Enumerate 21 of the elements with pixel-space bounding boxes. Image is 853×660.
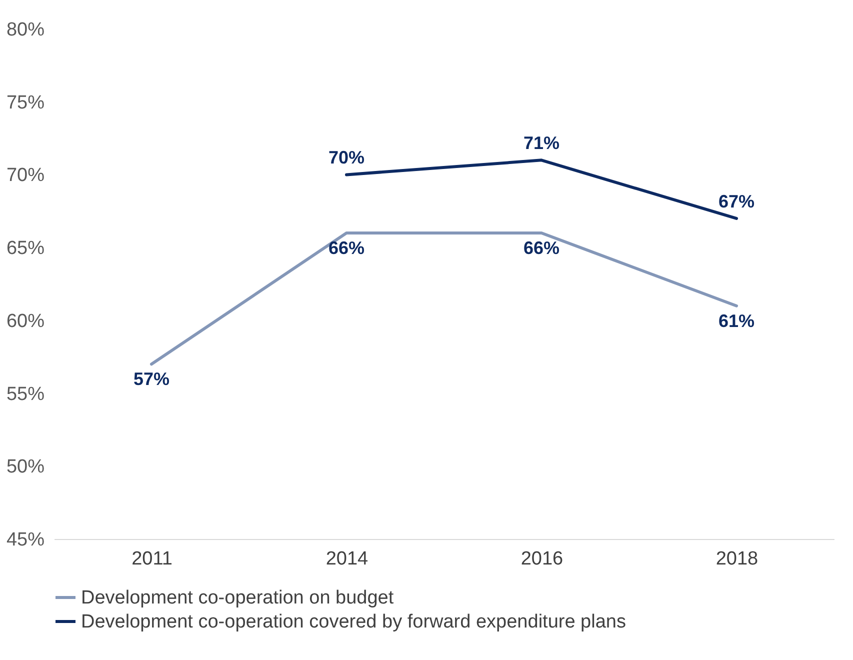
y-tick-label: 65% [6, 238, 45, 260]
x-tick-label: 2018 [716, 548, 758, 570]
y-tick-label: 60% [6, 310, 45, 332]
y-tick-label: 70% [6, 165, 45, 186]
x-tick-label: 2016 [520, 548, 564, 570]
y-tick-label: 50% [6, 456, 45, 478]
data-label: 57% [133, 369, 170, 390]
y-tick-label: 80% [6, 20, 45, 40]
y-tick-label: 75% [6, 92, 45, 114]
data-label: 70% [328, 148, 365, 168]
data-label: 66% [328, 238, 365, 258]
y-tick-label: 55% [6, 384, 45, 405]
legend-label: Development co-operation on budget [81, 588, 394, 608]
legend-label: Development co-operation covered by forward expenditure plans [81, 612, 626, 632]
data-label: 61% [718, 310, 755, 331]
x-tick-label: 2014 [326, 548, 369, 570]
x-tick-label: 2011 [132, 548, 172, 570]
y-tick-label: 45% [6, 530, 45, 550]
data-label: 67% [718, 191, 755, 212]
data-label: 71% [523, 133, 560, 154]
data-label: 66% [523, 238, 560, 258]
